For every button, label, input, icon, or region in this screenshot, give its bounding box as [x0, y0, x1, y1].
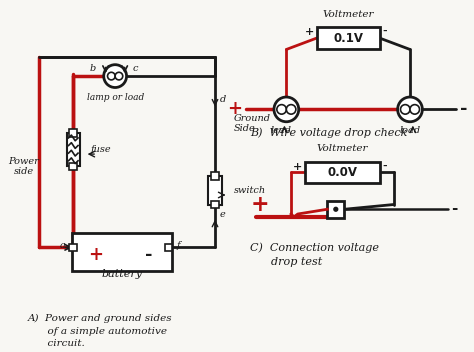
Text: B)  Wire voltage drop check: B) Wire voltage drop check [250, 128, 408, 138]
Bar [209, 176, 222, 205]
Bar [70, 244, 77, 251]
Bar [73, 233, 172, 271]
Circle shape [401, 105, 410, 114]
Text: e: e [220, 209, 226, 219]
Bar [164, 244, 172, 251]
Circle shape [104, 65, 127, 88]
Text: Voltmeter: Voltmeter [322, 10, 374, 19]
Text: fuse: fuse [91, 145, 111, 154]
Text: lead: lead [271, 126, 292, 135]
Text: Ground
Side: Ground Side [234, 114, 271, 133]
Text: 0.0V: 0.0V [328, 166, 357, 179]
Text: Power
side: Power side [9, 157, 39, 176]
Bar [211, 201, 219, 208]
Bar [327, 201, 345, 218]
Circle shape [115, 72, 123, 80]
Text: +: + [227, 100, 242, 118]
Circle shape [410, 105, 419, 114]
Text: +: + [305, 26, 314, 37]
Text: +: + [89, 246, 104, 264]
Text: lamp or load: lamp or load [87, 93, 144, 101]
Text: 0.1V: 0.1V [333, 32, 363, 45]
Circle shape [398, 97, 422, 122]
Circle shape [334, 207, 337, 211]
Circle shape [277, 105, 286, 114]
Bar [67, 133, 80, 166]
Text: f: f [177, 241, 181, 250]
Text: A)  Power and ground sides
      of a simple automotive
      circuit.: A) Power and ground sides of a simple au… [27, 314, 172, 348]
Circle shape [274, 97, 299, 122]
Text: C)  Connection voltage
      drop test: C) Connection voltage drop test [250, 243, 379, 267]
Text: -: - [145, 246, 152, 264]
Bar [317, 27, 380, 50]
Text: -: - [460, 100, 468, 118]
Text: battery: battery [101, 269, 142, 279]
Text: +: + [250, 194, 269, 215]
Bar [211, 172, 219, 180]
Text: a: a [60, 241, 66, 250]
Text: Voltmeter: Voltmeter [317, 144, 368, 153]
Bar [70, 163, 77, 170]
Circle shape [108, 72, 115, 80]
Text: c: c [132, 64, 138, 73]
Text: d: d [220, 95, 226, 105]
Circle shape [286, 105, 296, 114]
Bar [70, 130, 77, 137]
Bar [305, 162, 380, 183]
Text: switch: switch [234, 186, 266, 195]
Text: -: - [383, 161, 387, 172]
Text: load: load [400, 126, 420, 135]
Text: +: + [293, 161, 302, 172]
Text: -: - [383, 26, 387, 37]
Text: -: - [451, 202, 457, 216]
Text: b: b [90, 64, 96, 73]
